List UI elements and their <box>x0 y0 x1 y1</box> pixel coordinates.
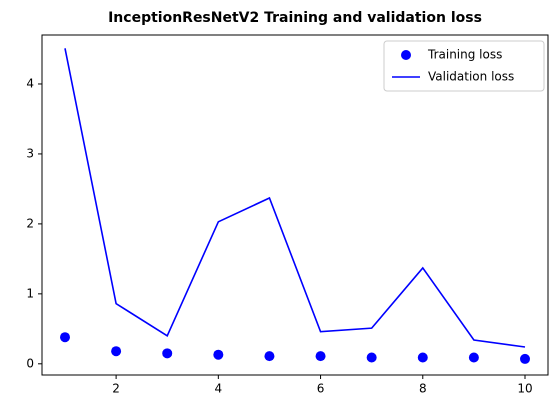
legend-label: Training loss <box>427 48 502 62</box>
training-point <box>111 346 122 357</box>
legend-marker <box>401 50 411 60</box>
training-point <box>60 332 70 343</box>
y-tick-label: 0 <box>26 356 34 370</box>
training-point <box>468 352 479 363</box>
training-point <box>417 352 428 363</box>
x-tick-label: 8 <box>419 382 427 396</box>
y-tick-label: 4 <box>26 76 34 90</box>
y-tick-label: 1 <box>26 286 34 300</box>
training-point <box>315 351 326 362</box>
training-point <box>264 351 275 362</box>
training-point <box>366 352 377 363</box>
x-tick-label: 6 <box>317 382 325 396</box>
legend-label: Validation loss <box>428 70 514 84</box>
training-point <box>520 353 530 364</box>
y-tick-label: 3 <box>26 146 34 160</box>
chart-title: InceptionResNetV2 Training and validatio… <box>108 10 482 26</box>
training-point <box>213 349 224 360</box>
training-point <box>162 348 173 359</box>
y-tick-label: 2 <box>26 216 34 230</box>
validation-line <box>64 48 526 348</box>
legend-box <box>383 40 545 92</box>
x-tick-label: 4 <box>215 382 223 396</box>
x-tick-label: 10 <box>517 382 532 396</box>
plot-frame <box>41 34 549 376</box>
x-tick-label: 2 <box>112 382 120 396</box>
